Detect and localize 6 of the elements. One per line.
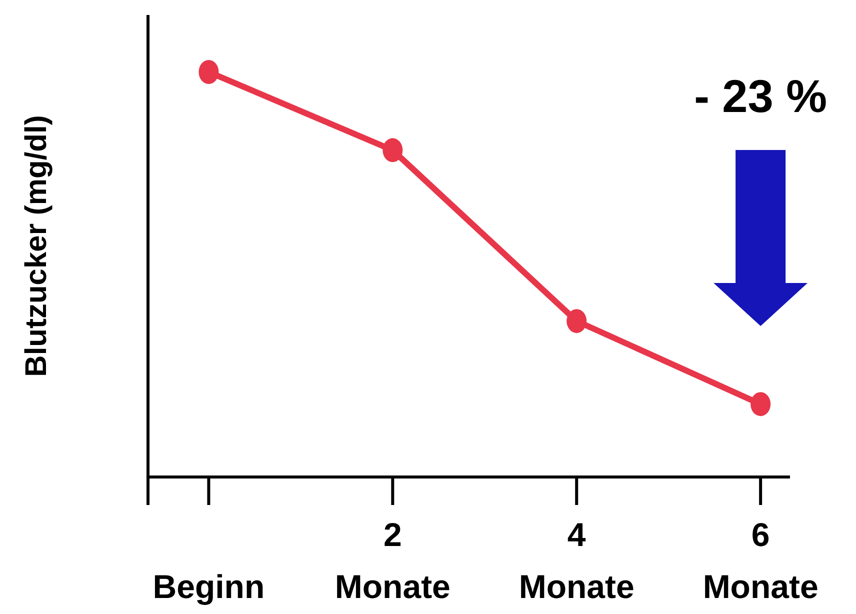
x-tick-label: 4 Monate [518,516,634,605]
annotation: - 23 % [694,70,828,122]
y-axis-title: Blutzucker (mg/dl) [20,115,53,377]
x-tick-label: Beginn [152,568,265,605]
x-tick-label: 6 Monate [702,516,818,605]
x-tick-label: 2 Monate [334,516,450,605]
